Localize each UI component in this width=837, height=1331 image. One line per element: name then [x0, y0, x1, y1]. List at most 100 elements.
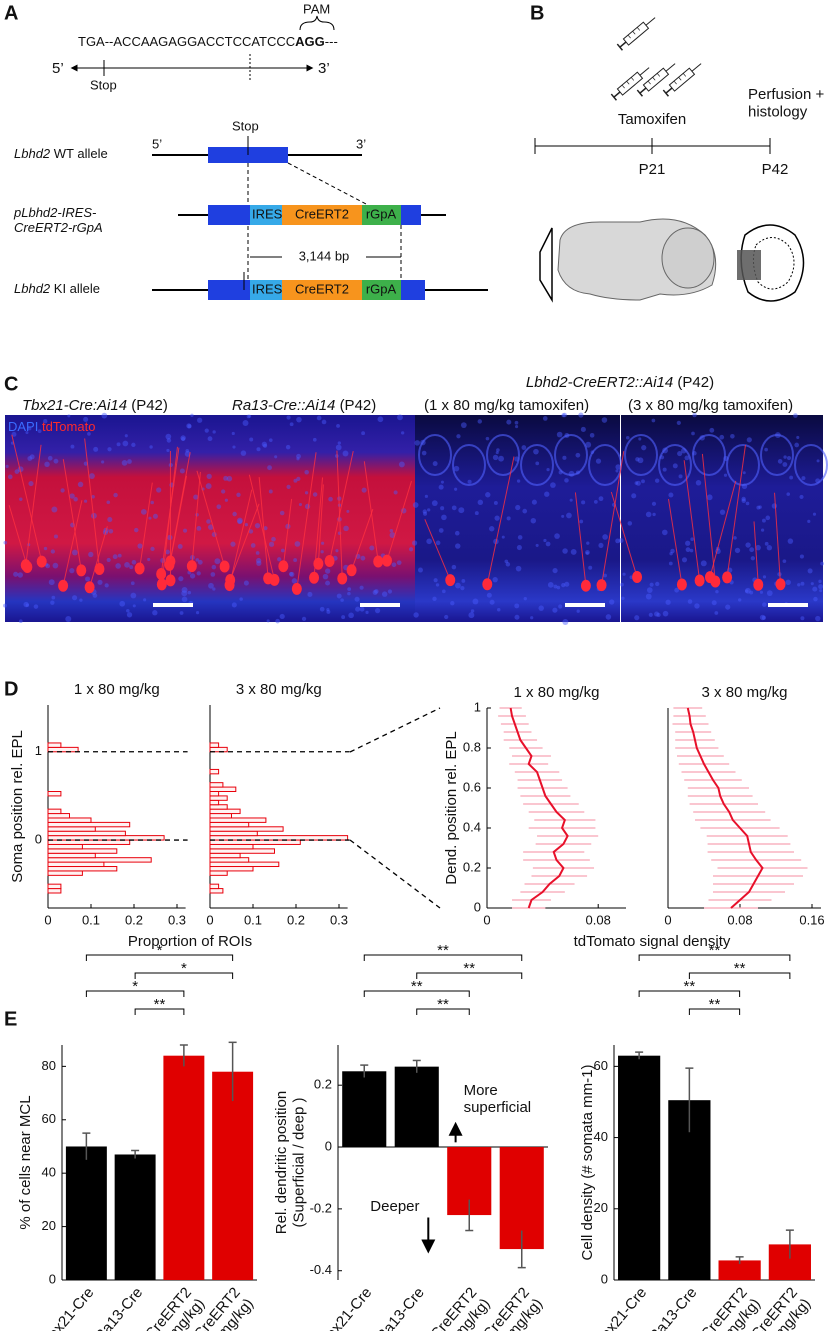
nucleus	[316, 415, 322, 421]
nucleus	[28, 427, 32, 431]
significance-bracket	[363, 990, 470, 997]
histogram-bar	[209, 843, 254, 850]
nucleus	[413, 612, 419, 618]
nucleus	[124, 562, 130, 568]
nucleus	[372, 589, 378, 595]
nucleus	[547, 582, 554, 588]
significance-bracket	[363, 954, 523, 961]
nucleus	[695, 480, 702, 486]
nucleus	[749, 547, 755, 553]
nucleus	[321, 419, 327, 425]
y-tick-label: 60	[594, 1058, 608, 1073]
nucleus	[304, 491, 309, 495]
micrograph	[5, 415, 208, 622]
ki-allele-label: Lbhd2 KI allele	[14, 281, 100, 296]
nucleus	[44, 461, 50, 467]
nucleus	[789, 475, 794, 480]
nucleus	[343, 525, 349, 532]
nucleus	[207, 524, 214, 530]
nucleus	[187, 590, 192, 595]
nucleus	[733, 536, 737, 540]
dendrite	[248, 474, 275, 580]
ires-label: IRES	[252, 206, 283, 221]
nucleus	[261, 441, 267, 447]
text-line: More	[464, 1082, 498, 1099]
nucleus	[355, 606, 361, 612]
nucleus	[208, 582, 214, 589]
rgpa-box	[362, 205, 401, 225]
soma	[76, 564, 87, 577]
gene-name: Lbhd2	[14, 281, 51, 296]
nucleus	[766, 590, 773, 597]
y-tick-label: 0.2	[314, 1077, 332, 1092]
histogram-bar	[47, 852, 96, 859]
nucleus	[48, 579, 55, 586]
nucleus	[197, 559, 203, 565]
tdtomato-label: tdTomato	[42, 419, 95, 434]
nucleus	[442, 589, 446, 594]
nucleus	[189, 573, 196, 579]
glomerulus	[452, 444, 486, 486]
exon	[401, 280, 425, 300]
significance-bracket	[688, 1008, 741, 1015]
nucleus	[505, 562, 511, 567]
guide-line	[287, 162, 369, 206]
stop-label: Stop	[90, 77, 117, 92]
nucleus	[812, 586, 818, 592]
significance-bracket	[416, 1008, 470, 1015]
nucleus	[249, 437, 254, 442]
nucleus	[786, 492, 791, 496]
pam-label: PAM	[303, 1, 330, 16]
nucleus	[474, 511, 479, 516]
dendrite	[317, 484, 324, 564]
soma	[775, 578, 786, 591]
nucleus	[516, 544, 522, 551]
x-tick-label: 0	[206, 912, 213, 927]
nucleus	[656, 612, 661, 618]
x-tick-label: 0.16	[799, 912, 824, 927]
nucleus	[662, 610, 669, 617]
group-label: Lbhd2-CreERT2::Ai14 (P42)	[526, 374, 714, 391]
panel-letter: A	[4, 2, 18, 24]
nucleus	[681, 557, 688, 563]
significance-bracket	[416, 972, 523, 979]
nucleus	[37, 429, 42, 434]
nucleus	[530, 616, 534, 620]
histogram-bar	[209, 804, 228, 810]
sequence-end: ---	[325, 34, 338, 49]
imaging-region	[737, 250, 761, 280]
y-tick-label: 0	[474, 899, 481, 914]
nucleus	[414, 440, 421, 446]
nucleus	[431, 500, 438, 507]
nucleus	[662, 467, 667, 472]
nucleus	[296, 476, 301, 481]
nucleus	[813, 596, 818, 602]
nucleus	[181, 596, 188, 603]
soma	[22, 560, 33, 573]
ires-box	[250, 280, 282, 300]
nucleus	[454, 530, 460, 536]
nucleus	[654, 611, 660, 617]
nucleus	[440, 506, 445, 511]
nucleus	[807, 519, 811, 523]
nucleus	[456, 434, 461, 439]
nucleus	[296, 453, 301, 459]
histogram-bar	[209, 866, 254, 872]
significance-label: **	[709, 996, 721, 1013]
nucleus	[119, 600, 126, 607]
histogram-bar	[209, 742, 220, 748]
age: (P42)	[131, 397, 168, 414]
nucleus	[83, 499, 88, 503]
dendrite	[486, 456, 515, 585]
nucleus	[714, 611, 719, 615]
dendrite	[329, 451, 354, 562]
five-prime: 5’	[52, 60, 64, 77]
nucleus	[678, 474, 683, 479]
nucleus	[285, 444, 291, 450]
nucleus	[116, 442, 121, 447]
nucleus	[461, 579, 466, 583]
nucleus	[104, 583, 109, 588]
nucleus	[615, 464, 621, 470]
ires-label: IRES	[252, 281, 283, 296]
significance-label: **	[734, 960, 746, 977]
